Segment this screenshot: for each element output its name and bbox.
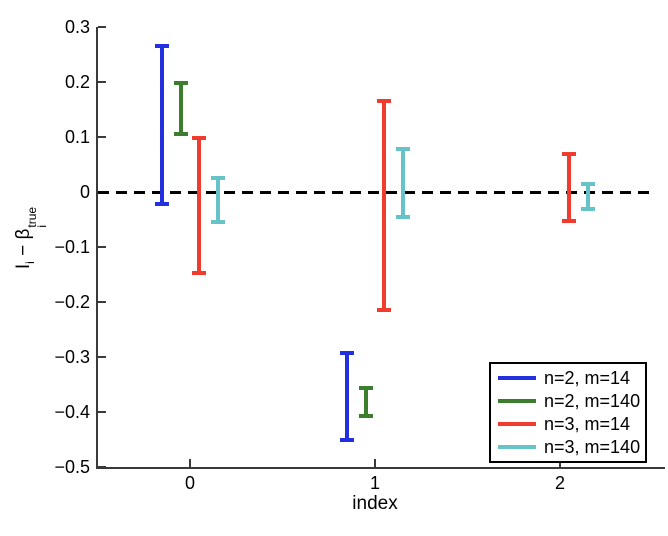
legend-item: n=3, m=14 [491, 413, 645, 435]
error-bar [178, 83, 183, 135]
error-bar-top-cap [580, 181, 595, 186]
legend: n=2, m=14 n=2, m=140 n=3, m=14 n=3, m=14… [489, 362, 647, 463]
error-bar-bottom-cap [155, 202, 170, 207]
y-tick-mark [98, 466, 106, 468]
y-tick-label: 0.1 [64, 127, 90, 147]
y-tick-label: −0.2 [54, 292, 90, 312]
y-tick-mark [98, 26, 106, 28]
y-tick-mark [98, 411, 106, 413]
legend-line-sample [498, 421, 536, 426]
y-tick-label: −0.3 [54, 347, 90, 367]
y-tick-label: 0 [79, 182, 90, 202]
legend-label: n=3, m=14 [544, 413, 631, 434]
error-bar [345, 352, 350, 440]
error-bar [400, 149, 405, 217]
error-bar-top-cap [395, 147, 410, 152]
zero-dashed-line [97, 190, 653, 194]
x-tick-mark [559, 459, 561, 467]
x-axis-label: index [352, 493, 398, 514]
error-bar-bottom-cap [192, 270, 207, 275]
y-tick-mark [98, 356, 106, 358]
y-tick-label: −0.1 [54, 237, 90, 257]
legend-item: n=2, m=14 [491, 367, 645, 389]
error-bar [197, 138, 202, 273]
y-tick-mark [98, 136, 106, 138]
x-tick-label: 0 [184, 473, 195, 493]
error-bar-top-cap [192, 136, 207, 141]
x-tick-mark [374, 459, 376, 467]
error-bar-bottom-cap [358, 414, 373, 419]
y-axis-label: Ii − β true i [13, 207, 49, 270]
error-bar-top-cap [173, 81, 188, 86]
ylabel-term2-scripts: true i [25, 207, 49, 228]
legend-item: n=3, m=140 [491, 436, 645, 458]
y-tick-label: −0.4 [54, 402, 90, 422]
error-bar [215, 178, 220, 223]
y-tick-label: 0.3 [64, 17, 90, 37]
error-bar-top-cap [340, 350, 355, 355]
ylabel-term1: I [13, 263, 34, 270]
x-tick-label: 2 [554, 473, 565, 493]
legend-item: n=2, m=140 [491, 390, 645, 412]
legend-line-sample [498, 399, 536, 404]
x-tick-label: 1 [369, 473, 380, 493]
error-bar [567, 154, 572, 222]
y-tick-mark [98, 301, 106, 303]
error-bar-top-cap [562, 152, 577, 157]
legend-label: n=2, m=14 [544, 368, 631, 389]
ylabel-term2: β [13, 228, 34, 240]
error-bar-bottom-cap [562, 219, 577, 224]
y-axis-line [96, 27, 98, 469]
x-axis-line [96, 467, 665, 469]
legend-line-sample [498, 444, 536, 449]
legend-line-sample [498, 376, 536, 381]
error-bar [160, 46, 165, 205]
y-tick-label: −0.5 [54, 457, 90, 477]
legend-label: n=2, m=140 [544, 391, 641, 412]
ylabel-term1-sub: i [22, 261, 37, 264]
error-bar-top-cap [210, 176, 225, 181]
error-bar-bottom-cap [210, 220, 225, 225]
error-bar [363, 388, 368, 417]
error-bar [382, 101, 387, 311]
y-tick-mark [98, 246, 106, 248]
x-tick-mark [189, 459, 191, 467]
y-tick-label: 0.2 [64, 72, 90, 92]
error-bar-top-cap [155, 44, 170, 49]
error-bar-bottom-cap [377, 308, 392, 313]
error-bar-top-cap [358, 386, 373, 391]
error-bar-bottom-cap [340, 437, 355, 442]
ylabel-operator: − [13, 239, 34, 262]
ylabel-term2-sub: i [35, 224, 49, 228]
error-bar-bottom-cap [580, 207, 595, 212]
y-tick-mark [98, 81, 106, 83]
legend-label: n=3, m=140 [544, 436, 641, 457]
error-bar-top-cap [377, 99, 392, 104]
error-bar [585, 183, 590, 210]
error-bar-bottom-cap [395, 214, 410, 219]
error-bar-bottom-cap [173, 132, 188, 137]
